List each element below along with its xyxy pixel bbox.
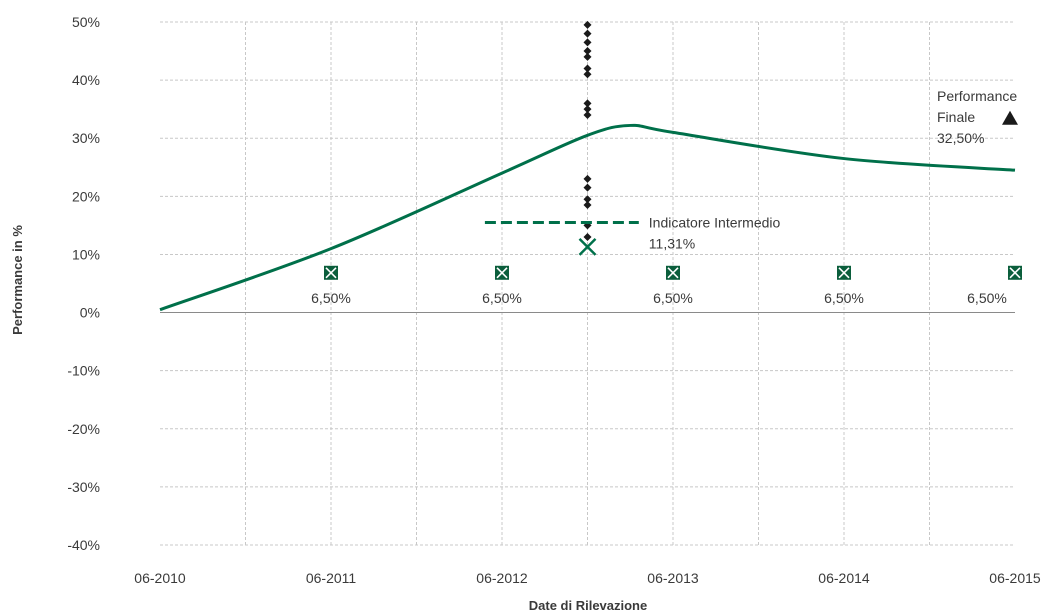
scatter-point <box>583 105 592 114</box>
y-axis-title: Performance in % <box>10 225 25 335</box>
y-tick-label: -40% <box>67 537 100 553</box>
x-tick-label: 06-2014 <box>818 570 870 586</box>
indicator: Indicatore Intermedio 11,31% <box>484 214 781 256</box>
coupon-icon-stroke <box>325 267 337 279</box>
x-tick-label: 06-2015 <box>989 570 1041 586</box>
scatter-point <box>583 29 592 38</box>
x-tick-label: 06-2013 <box>647 570 699 586</box>
coupon-value-label: 6,50% <box>653 290 693 306</box>
series-lines <box>159 123 1016 312</box>
scatter-point <box>583 174 592 183</box>
grid <box>160 21 1015 546</box>
scatter-point <box>583 52 592 61</box>
final-triangle-marker <box>1002 110 1018 125</box>
coupon-markers: 6,50% 6,50% 6,50% 6,50% 6,50% <box>311 265 1022 306</box>
coupon-value-label: 6,50% <box>311 290 351 306</box>
y-tick-label: 10% <box>72 246 100 262</box>
x-tick-label: 06-2011 <box>306 570 357 586</box>
final-value-label: 32,50% <box>937 130 984 146</box>
scatter-point <box>583 183 592 192</box>
scatter-point <box>583 233 592 242</box>
final-label-line2: Finale <box>937 109 975 125</box>
indicator-value-label: 11,31% <box>649 235 695 251</box>
final-label-line1: Performance <box>937 88 1017 104</box>
y-tick-label: -10% <box>67 363 100 379</box>
y-tick-label: 50% <box>72 14 100 30</box>
x-axis-ticks: 06-2010 06-2011 06-2012 06-2013 06-2014 06-20… <box>134 570 1041 586</box>
coupon-icon-stroke <box>838 267 850 279</box>
coupon-value-label: 6,50% <box>967 290 1007 306</box>
scatter-point <box>583 110 592 119</box>
coupon-icon-stroke <box>1009 267 1021 279</box>
indicator-label: Indicatore Intermedio <box>649 214 781 230</box>
x-tick-label: 06-2012 <box>476 570 528 586</box>
coupon-value-label: 6,50% <box>824 290 864 306</box>
scatter-points <box>583 20 592 242</box>
y-tick-label: 30% <box>72 130 100 146</box>
coupon-value-label: 6,50% <box>482 290 522 306</box>
x-axis-title: Date di Rilevazione <box>529 598 647 613</box>
x-tick-label: 06-2010 <box>134 570 186 586</box>
scatter-point <box>583 47 592 56</box>
y-axis-ticks: 50% 40% 30% 20% 10% 0% -10% -20% -30% -40% <box>67 14 100 553</box>
performance-line <box>159 123 1016 312</box>
y-tick-label: -30% <box>67 479 100 495</box>
scatter-point <box>583 201 592 210</box>
coupon-icon-stroke <box>667 267 679 279</box>
scatter-point <box>583 20 592 29</box>
coupon-icon-stroke <box>496 267 508 279</box>
y-tick-label: 40% <box>72 72 100 88</box>
scatter-point <box>583 70 592 79</box>
scatter-point <box>583 38 592 47</box>
scatter-point <box>583 99 592 108</box>
scatter-point <box>583 195 592 204</box>
final-performance: Performance Finale 32,50% <box>937 88 1018 146</box>
y-tick-label: -20% <box>67 421 100 437</box>
y-tick-label: 0% <box>80 305 100 321</box>
scatter-point <box>583 64 592 73</box>
indicator-cross-mark <box>578 237 597 256</box>
y-tick-label: 20% <box>72 188 100 204</box>
